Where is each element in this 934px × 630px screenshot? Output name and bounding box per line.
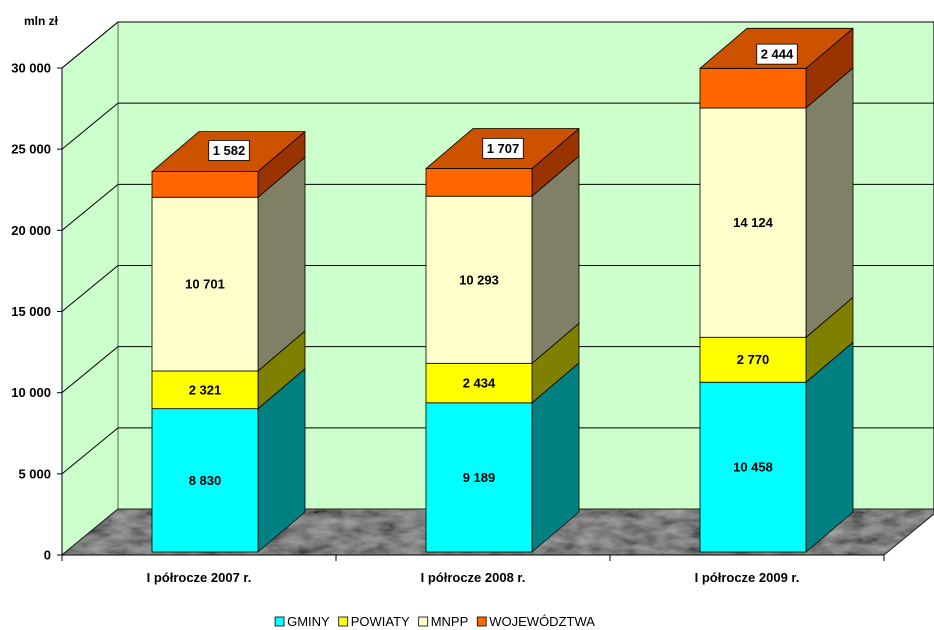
data-label-wojewodztwa-2: 1 707 — [487, 141, 520, 156]
gridline — [61, 102, 934, 150]
data-label-powiaty-2: 2 434 — [463, 376, 496, 391]
x-category-label: I półrocze 2009 r. — [695, 570, 800, 585]
legend-swatch — [476, 616, 487, 627]
data-label-powiaty-3: 2 770 — [737, 352, 770, 367]
x-category-label: I półrocze 2007 r. — [147, 570, 252, 585]
legend-swatch — [338, 616, 349, 627]
legend-item-powiaty: POWIATY — [338, 614, 410, 629]
legend-item-wojewodztwa: WOJEWÓDZTWA — [476, 614, 595, 629]
bar-side-mnpp-3 — [805, 67, 854, 338]
bar-segment-wojewodztwa-1 — [151, 171, 259, 198]
y-tick-label: 30 000 — [11, 61, 51, 76]
x-category-label: I półrocze 2008 r. — [421, 570, 526, 585]
legend-swatch — [274, 616, 285, 627]
legend-label: WOJEWÓDZTWA — [489, 614, 595, 629]
y-tick-label: 10 000 — [11, 385, 51, 400]
bar-segment-powiaty-1 — [151, 370, 259, 410]
legend-label: POWIATY — [351, 614, 410, 629]
y-tick-label: 0 — [44, 548, 51, 563]
data-label-gminy-1: 8 830 — [189, 473, 222, 488]
data-label-wojewodztwa-1: 1 582 — [213, 143, 246, 158]
bar-segment-wojewodztwa-3 — [699, 67, 807, 109]
data-label-box-wojewodztwa-1: 1 582 — [208, 140, 250, 161]
data-label-box-wojewodztwa-3: 2 444 — [756, 43, 798, 65]
gridline — [61, 265, 934, 312]
legend-label: GMINY — [287, 614, 330, 629]
data-label-background — [482, 137, 524, 159]
bar-segment-gminy-3 — [699, 381, 807, 553]
gridline — [61, 21, 934, 69]
data-label-mnpp-3: 14 124 — [733, 215, 774, 230]
y-tick-label: 5 000 — [18, 466, 51, 481]
bar-segment-mnpp-2 — [425, 195, 533, 364]
gridline — [61, 346, 934, 394]
data-label-box-wojewodztwa-2: 1 707 — [482, 137, 524, 159]
data-label-wojewodztwa-3: 2 444 — [761, 47, 794, 62]
legend-swatch — [418, 616, 429, 627]
data-label-background — [208, 140, 250, 161]
gridline — [61, 183, 934, 231]
data-label-background — [756, 43, 798, 65]
data-label-mnpp-1: 10 701 — [185, 277, 225, 292]
chart-legend: GMINY POWIATY MNPP WOJEWÓDZTWA — [274, 614, 595, 629]
gridline — [61, 427, 934, 475]
legend-label: MNPP — [431, 614, 469, 629]
data-label-mnpp-2: 10 293 — [459, 272, 499, 287]
bar-segment-powiaty-3 — [699, 336, 807, 383]
legend-item-mnpp: MNPP — [418, 614, 469, 629]
bar-segment-mnpp-3 — [699, 107, 807, 338]
y-tick-label: 20 000 — [11, 223, 51, 238]
chart-axes — [57, 67, 885, 561]
data-label-gminy-2: 9 189 — [463, 470, 496, 485]
y-tick-label: 25 000 — [11, 142, 51, 157]
data-label-gminy-3: 10 458 — [733, 460, 773, 475]
data-label-powiaty-1: 2 321 — [189, 382, 222, 397]
chart-labels: 8 830 2 321 10 701 1 582 I półrocze 2007 r. 9… — [11, 43, 800, 585]
y-tick-label: 15 000 — [11, 304, 51, 319]
bar-segment-wojewodztwa-2 — [425, 168, 533, 197]
bar-segment-gminy-2 — [425, 402, 533, 553]
y-axis-title: mln zł — [24, 14, 59, 28]
legend-item-gminy: GMINY — [274, 614, 330, 629]
